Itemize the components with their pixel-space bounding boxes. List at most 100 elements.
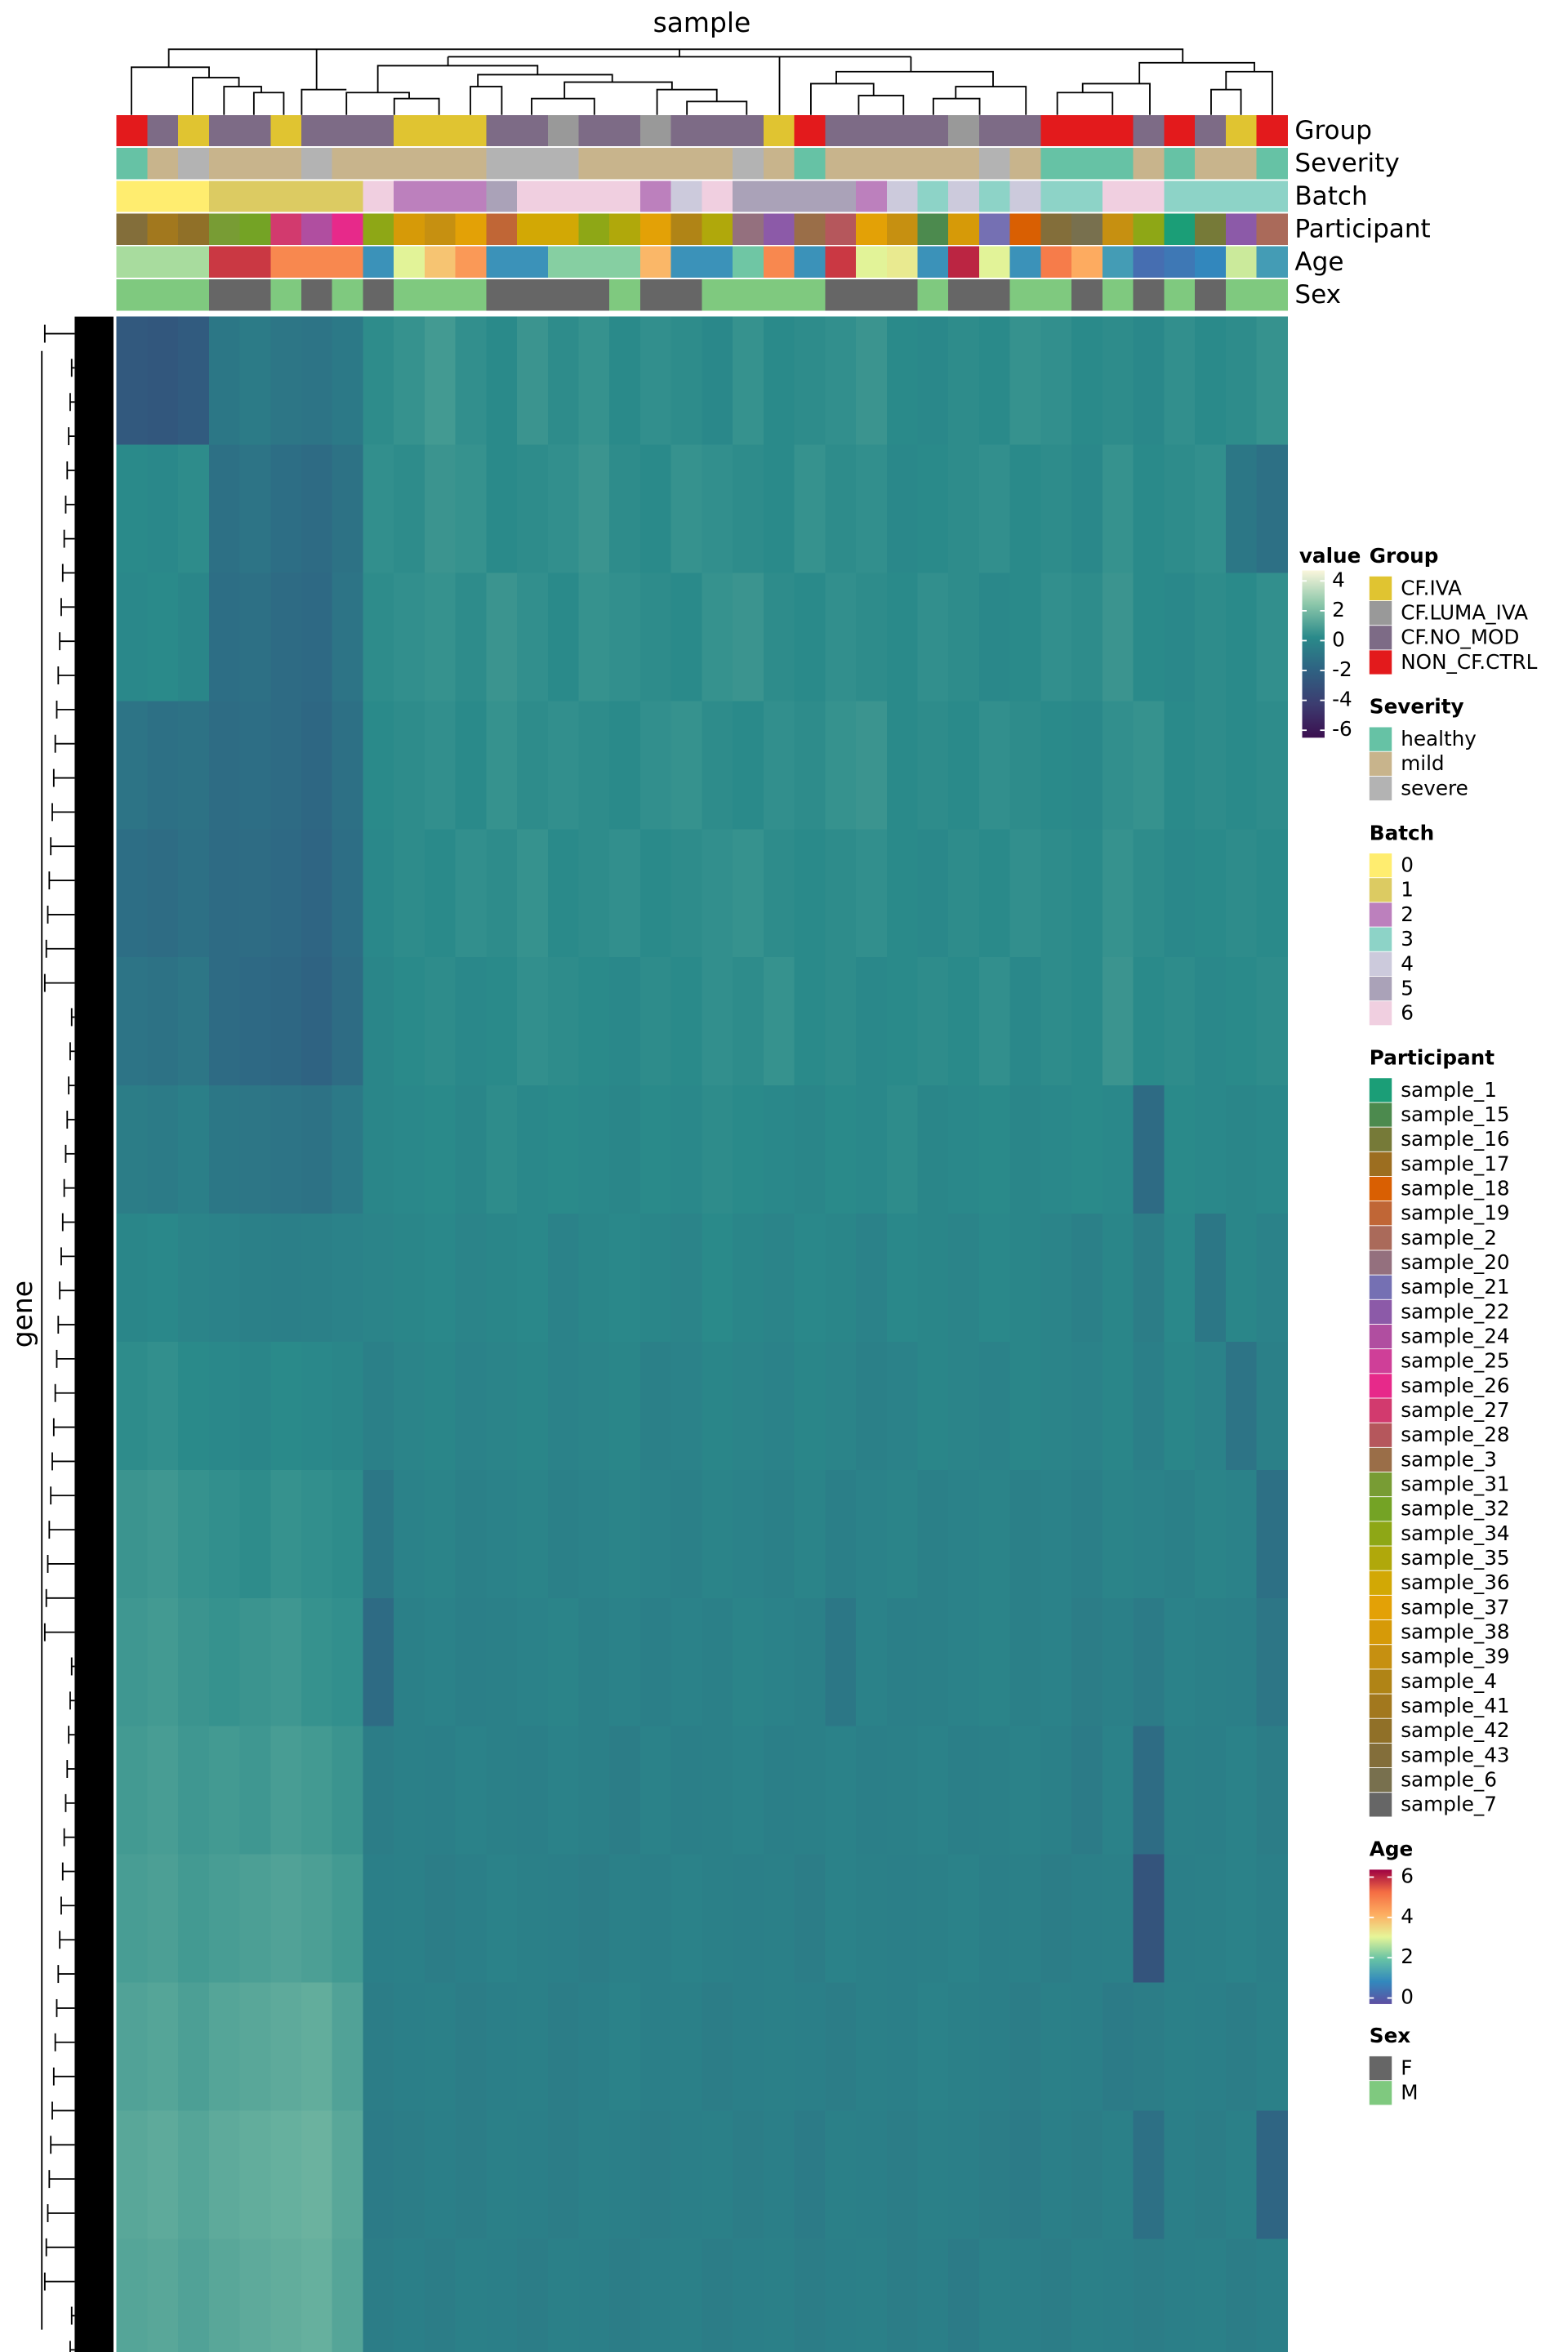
legend-swatch <box>1369 1768 1392 1793</box>
heatmap-cell <box>455 572 487 702</box>
legend-label: sample_6 <box>1401 1768 1497 1792</box>
heatmap-cell <box>917 572 949 702</box>
annotation-cell <box>856 180 888 212</box>
annotation-cell <box>517 278 549 311</box>
annotation-label: Age <box>1294 247 1343 277</box>
heatmap-cell <box>1256 701 1288 830</box>
heatmap-cell <box>1133 701 1165 830</box>
heatmap-cell <box>794 1726 826 1855</box>
heatmap-cell <box>424 1085 457 1214</box>
heatmap-cell <box>825 1469 857 1599</box>
heatmap-cell <box>1195 957 1227 1086</box>
annotation-cell <box>239 114 271 147</box>
annotation-cell <box>547 180 580 212</box>
heatmap-cell <box>1009 1854 1041 1984</box>
annotation-cell <box>1040 278 1072 311</box>
heatmap-cell <box>1009 2110 1041 2239</box>
annotation-cell <box>147 180 179 212</box>
heatmap-cell <box>363 957 394 1086</box>
heatmap-cell <box>948 1085 980 1214</box>
heatmap-cell <box>363 444 394 574</box>
heatmap-cell <box>917 1341 949 1471</box>
heatmap-cell <box>825 2110 857 2239</box>
heatmap-cell <box>978 701 1011 830</box>
annotation-cell <box>116 148 148 180</box>
annotation-cell <box>825 148 857 180</box>
annotation-cell <box>486 213 518 245</box>
legend-swatch <box>1369 1349 1392 1374</box>
heatmap-cell <box>239 957 271 1086</box>
annotation-cell <box>1164 278 1196 311</box>
heatmap-cell <box>733 957 764 1086</box>
heatmap-cell <box>1009 829 1041 958</box>
heatmap-cell <box>886 1469 919 1599</box>
heatmap-cell <box>1225 1341 1258 1471</box>
legend-swatch <box>1369 853 1392 878</box>
annotation-cell <box>702 213 733 245</box>
heatmap-cell <box>424 1469 457 1599</box>
heatmap-cell <box>578 2238 610 2352</box>
heatmap-cell <box>1164 1341 1196 1471</box>
legend-label: sample_26 <box>1401 1374 1509 1397</box>
heatmap-cell <box>794 1469 826 1599</box>
heatmap-cell <box>486 1469 518 1599</box>
annotation-cell <box>639 278 672 311</box>
heatmap-cell <box>886 957 919 1086</box>
heatmap-cell <box>1225 572 1258 702</box>
annotation-cell <box>702 278 733 311</box>
heatmap-cell <box>332 1214 363 1343</box>
legend-swatch <box>1369 727 1392 751</box>
annotation-cell <box>702 180 733 212</box>
annotation-cell <box>1102 114 1134 147</box>
heatmap-cell <box>270 829 302 958</box>
legend-label: mild <box>1401 751 1444 775</box>
heatmap-cell <box>1009 572 1041 702</box>
heatmap-cell <box>733 2110 764 2239</box>
heatmap-cell <box>856 316 888 446</box>
annotation-cell <box>239 213 271 245</box>
heatmap-cell <box>116 1085 148 1214</box>
heatmap-cell <box>1040 316 1072 446</box>
heatmap-cell <box>1164 316 1196 446</box>
heatmap-cell <box>794 1982 826 2112</box>
heatmap-cell <box>917 957 949 1086</box>
legend-swatch <box>1369 1743 1392 1768</box>
colorbar <box>1302 570 1325 738</box>
heatmap-cell <box>178 1982 210 2112</box>
heatmap-cell <box>1225 1469 1258 1599</box>
heatmap-cell <box>1040 957 1072 1086</box>
annotation-cell <box>825 246 857 278</box>
heatmap-cell <box>363 316 394 446</box>
heatmap-cell <box>609 2238 641 2352</box>
legend-label: sample_42 <box>1401 1718 1509 1742</box>
heatmap-cell <box>270 316 302 446</box>
annotation-cell <box>1071 114 1103 147</box>
heatmap-cell <box>455 1726 487 1855</box>
heatmap-cell <box>1195 572 1227 702</box>
heatmap-cell <box>455 444 487 574</box>
heatmap-cell <box>517 1469 549 1599</box>
legend-label: 0 <box>1401 853 1414 877</box>
row-dendrogram <box>41 316 114 2352</box>
legend-label: 5 <box>1401 976 1414 1000</box>
annotation-cell <box>332 114 363 147</box>
heatmap-cell <box>239 1597 271 1727</box>
annotation-cell <box>301 180 333 212</box>
annotation-cell <box>1225 213 1258 245</box>
heatmap-cell <box>1040 701 1072 830</box>
legend-swatch <box>1369 650 1392 675</box>
heatmap-cell <box>1256 2238 1288 2352</box>
legend-label: sample_36 <box>1401 1570 1509 1594</box>
annotation-cell <box>208 180 241 212</box>
legend-label: sample_32 <box>1401 1497 1509 1521</box>
annotation-cell <box>363 148 394 180</box>
heatmap-cell <box>733 701 764 830</box>
heatmap-cell <box>424 316 457 446</box>
legend-swatch <box>1369 1645 1392 1669</box>
heatmap-cell <box>486 1341 518 1471</box>
heatmap-cell <box>1102 2238 1134 2352</box>
annotation-cell <box>609 148 641 180</box>
heatmap-cell <box>1071 701 1103 830</box>
legend-swatch <box>1369 1152 1392 1176</box>
